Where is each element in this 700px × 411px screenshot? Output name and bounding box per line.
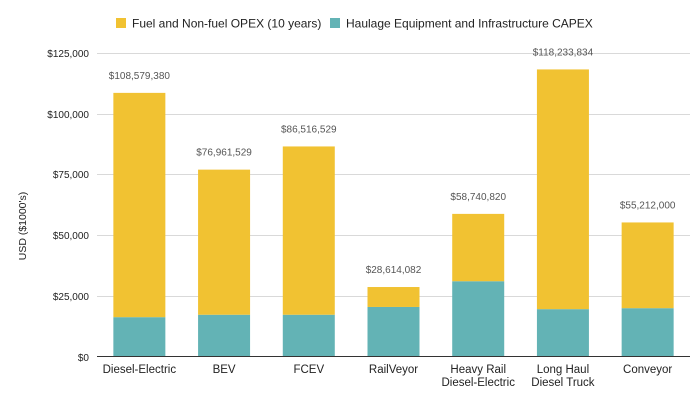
y-tick-label: $75,000	[53, 170, 90, 181]
x-tick-label: RailVeyor	[369, 364, 418, 376]
legend-label-opex: Fuel and Non-fuel OPEX (10 years)	[132, 17, 321, 31]
total-data-label: $76,961,529	[196, 148, 252, 159]
bar-segment-opex	[282, 146, 335, 315]
bar-segment-capex	[452, 281, 505, 357]
bar-segment-capex	[367, 306, 420, 357]
bar-segment-opex	[452, 213, 505, 282]
total-data-labels: $108,579,380 $76,961,529 $86,516,529 $28,61…	[109, 47, 676, 276]
bar-segment-opex	[536, 69, 589, 310]
bar-segment-capex	[198, 314, 251, 357]
y-axis-label: USD ($1000's)	[17, 192, 29, 261]
bar-segment-opex	[367, 287, 420, 307]
legend-swatch-capex	[330, 18, 340, 28]
legend: Fuel and Non-fuel OPEX (10 years) Haulag…	[116, 17, 593, 31]
y-tick-label: $0	[78, 353, 90, 364]
total-data-label: $108,579,380	[109, 71, 171, 82]
y-tick-label: $100,000	[47, 110, 89, 121]
bars	[113, 69, 674, 357]
y-axis-ticks: $0 $25,000 $50,000 $75,000 $100,000 $125,000	[47, 49, 89, 364]
x-tick-label: Conveyor	[623, 364, 672, 376]
y-tick-label: $50,000	[53, 231, 90, 242]
total-data-label: $58,740,820	[450, 192, 506, 203]
x-tick-label: Heavy Rail	[450, 364, 506, 376]
bar-segment-opex	[198, 169, 251, 315]
total-data-label: $118,233,834	[533, 47, 594, 58]
bar-segment-capex	[536, 309, 589, 357]
x-tick-label: BEV	[213, 364, 236, 376]
total-data-label: $86,516,529	[281, 124, 337, 135]
total-data-label: $28,614,082	[366, 265, 422, 276]
x-axis-ticks: Diesel-Electric BEV FCEV RailVeyor Heavy Rai…	[103, 364, 673, 389]
bar-segment-capex	[621, 308, 674, 357]
total-data-label: $55,212,000	[620, 200, 676, 211]
legend-label-capex: Haulage Equipment and Infrastructure CAP…	[346, 17, 593, 31]
x-tick-label: Diesel-Electric	[441, 377, 515, 389]
bar-segment-opex	[621, 222, 674, 309]
bar-segment-capex	[113, 317, 166, 357]
x-tick-label: Diesel Truck	[531, 377, 595, 389]
x-tick-label: FCEV	[293, 364, 324, 376]
x-tick-label: Long Haul	[537, 364, 589, 376]
bar-segment-capex	[282, 314, 335, 357]
legend-swatch-opex	[116, 18, 126, 28]
y-tick-label: $25,000	[53, 292, 90, 303]
gridlines	[97, 53, 690, 297]
bar-segment-opex	[113, 92, 166, 318]
x-tick-label: Diesel-Electric	[103, 364, 177, 376]
y-tick-label: $125,000	[47, 49, 89, 60]
